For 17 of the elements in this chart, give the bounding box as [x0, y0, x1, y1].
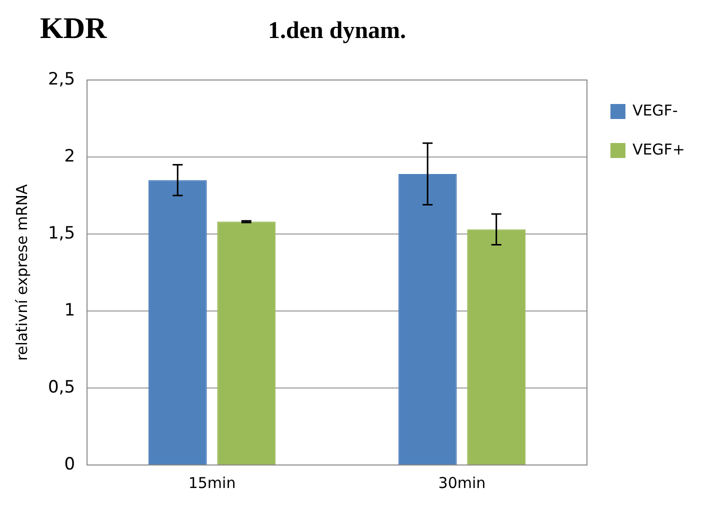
- y-tick-label: 1: [64, 300, 76, 320]
- x-tick-label: 15min: [188, 474, 236, 492]
- bar: [398, 174, 457, 464]
- y-tick-label: 0,5: [48, 377, 76, 398]
- y-axis-title: relativní exprese mRNA: [12, 183, 31, 361]
- y-tick-label: 0: [64, 454, 76, 474]
- bar: [467, 229, 526, 464]
- y-tick-label: 1,5: [48, 223, 76, 244]
- bar: [217, 222, 276, 464]
- y-tick-label: 2: [64, 146, 76, 166]
- x-tick-label: 30min: [438, 474, 486, 492]
- legend-label: VEGF-: [632, 101, 678, 120]
- chart-title: KDR: [40, 12, 107, 46]
- legend-label: VEGF+: [632, 140, 686, 158]
- chart-subtitle: 1.den dynam.: [268, 18, 406, 45]
- y-tick-label: 2,5: [48, 69, 76, 90]
- bar: [148, 180, 207, 464]
